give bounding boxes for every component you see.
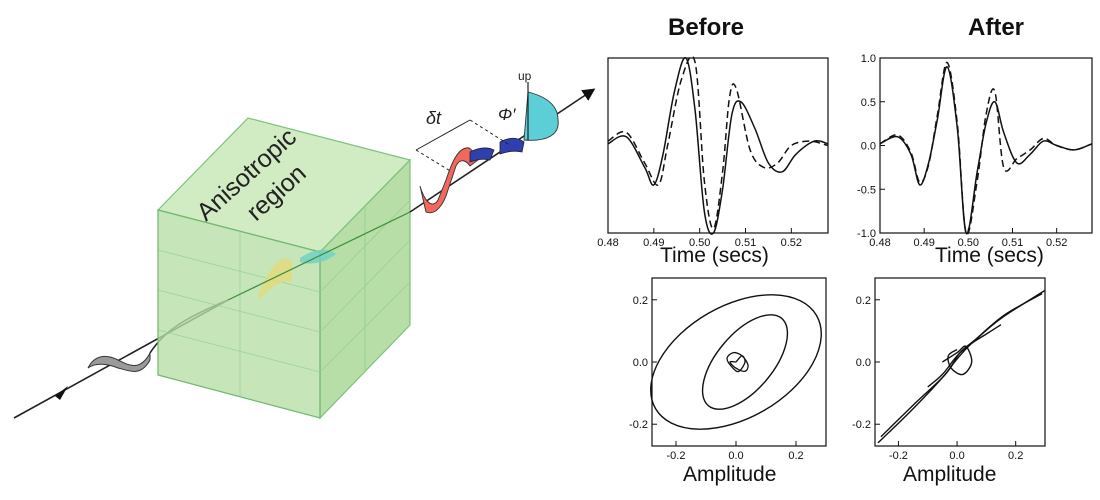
after-waveform-xlabel: Time (secs) <box>935 244 1044 267</box>
chart3-trace-0 <box>877 289 1046 444</box>
chart1-series-dashed <box>879 61 1093 236</box>
chart1-xtick-label-0: 0.48 <box>869 237 890 249</box>
up-label: up <box>518 69 532 83</box>
after-waveform-frame <box>879 57 1093 234</box>
plot-layer: 0.48 0.49 0.50 0.51 0.52 0.48 0.49 0.50 0.51 0.52… <box>597 53 1093 462</box>
chart2-loop-1 <box>701 314 789 410</box>
chart1-ytick-label-2: 0.0 <box>861 141 876 153</box>
before-waveform-frame <box>607 57 829 234</box>
chart1-series-solid <box>879 66 1093 235</box>
before-waveform-xlabel: Time (secs) <box>660 244 769 267</box>
chart1-xtick-label-2: 0.50 <box>958 237 979 249</box>
before-heading: Before <box>668 14 745 41</box>
chart2-ytick-label-0: 0.2 <box>633 295 648 307</box>
polarization-wedge <box>523 91 559 141</box>
before-motion-frame <box>651 277 827 447</box>
chart1-ytick-label-4: -1.0 <box>857 228 876 240</box>
chart2-ytick-label-2: -0.2 <box>629 419 648 431</box>
chart0-xtick-label-2: 0.50 <box>689 237 710 249</box>
chart3-ytick-label-2: -0.2 <box>852 419 871 431</box>
after-heading: After <box>968 14 1025 41</box>
chart3-trace-2 <box>927 324 1002 388</box>
anisotropic-diagram: Anisotropic region δt Φ′ up <box>13 69 596 420</box>
chart2-ytick-label-1: 0.0 <box>633 357 648 369</box>
after-motion-xlabel: Amplitude <box>903 463 997 486</box>
delay-label: δt <box>426 108 442 128</box>
chart2-small-loop <box>726 351 749 373</box>
chart3-xtick-label-2: 0.2 <box>1008 450 1023 462</box>
chart3-ytick-label-0: 0.2 <box>856 295 871 307</box>
chart1-ytick-label-1: 0.5 <box>861 97 876 109</box>
chart0-xtick-label-1: 0.49 <box>643 237 664 249</box>
angle-label: Φ′ <box>498 105 516 124</box>
delay-bracket <box>415 119 509 173</box>
chart2-loop-0 <box>650 294 822 430</box>
split-wave-blue-1 <box>469 147 495 163</box>
chart0-xtick-label-4: 0.52 <box>781 237 802 249</box>
chart1-xtick-label-3: 0.51 <box>1002 237 1023 249</box>
chart0-xtick-label-3: 0.51 <box>735 237 756 249</box>
chart0-xtick-label-0: 0.48 <box>597 237 618 249</box>
ray-arrow-in <box>55 386 68 400</box>
chart0-series-solid <box>607 57 829 235</box>
chart2-xtick-label-2: 0.2 <box>788 450 803 462</box>
ray-inside <box>227 211 411 301</box>
chart2-xtick-label-1: 0.0 <box>728 450 743 462</box>
chart0-series-dashed <box>607 55 829 230</box>
chart3-trace-1 <box>880 292 1043 438</box>
split-wave-blue-2 <box>499 137 525 155</box>
chart1-xtick-label-4: 0.52 <box>1046 237 1067 249</box>
chart1-xtick-label-1: 0.49 <box>913 237 934 249</box>
chart3-trace-3 <box>942 345 973 376</box>
chart3-xtick-label-0: -0.2 <box>889 450 908 462</box>
before-motion-xlabel: Amplitude <box>683 463 777 486</box>
chart2-xtick-label-0: -0.2 <box>667 450 686 462</box>
inner-wave-yellow <box>258 258 292 300</box>
incoming-wavelet <box>87 352 151 372</box>
chart3-ytick-label-1: 0.0 <box>856 357 871 369</box>
region-grid <box>157 199 411 396</box>
chart1-ytick-label-3: -0.5 <box>857 184 876 196</box>
chart3-xtick-label-1: 0.0 <box>949 450 964 462</box>
chart1-ytick-label-0: 1.0 <box>861 53 876 65</box>
